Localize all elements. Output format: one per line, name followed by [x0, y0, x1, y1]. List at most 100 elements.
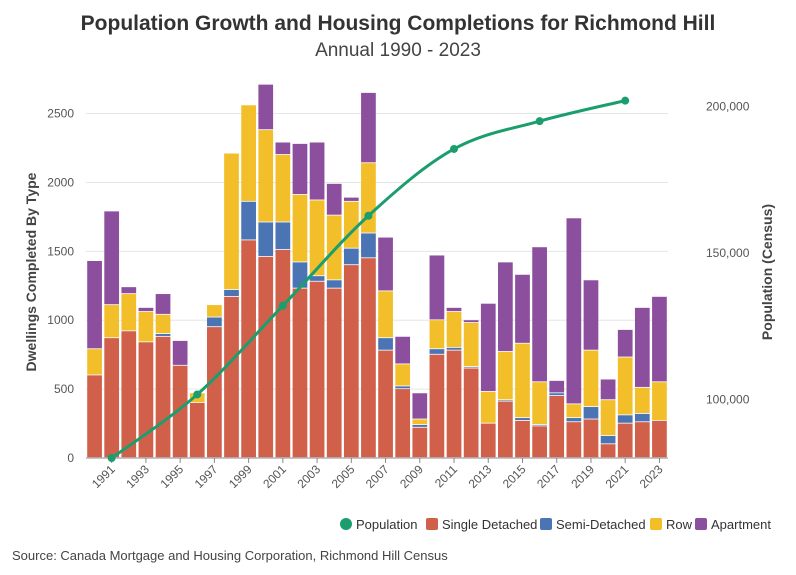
- bar-row: [138, 311, 154, 342]
- bar-semi-detached: [549, 393, 565, 396]
- population-point: [535, 117, 544, 126]
- bar-apartment: [446, 307, 462, 312]
- population-series: [107, 96, 630, 462]
- chart-subtitle: Annual 1990 - 2023: [315, 40, 481, 61]
- bar-apartment: [532, 247, 547, 382]
- bar-semi-detached: [583, 407, 599, 419]
- bar-single-detached: [138, 342, 154, 458]
- x-tick-label: 2021: [603, 462, 632, 491]
- bar-single-detached: [583, 419, 599, 458]
- x-tick-label: 2019: [568, 462, 597, 491]
- bar-apartment: [583, 280, 599, 350]
- y-left-tick-label: 0: [67, 451, 74, 465]
- bar-apartment: [361, 92, 376, 163]
- bar-row: [583, 350, 599, 407]
- y-left-axis-title: Dwellings Completed By Type: [23, 172, 39, 371]
- population-point: [364, 211, 373, 220]
- bar-apartment: [600, 379, 616, 400]
- bars: [87, 84, 667, 458]
- bar-single-detached: [361, 258, 376, 458]
- bar-row: [515, 343, 530, 418]
- bar-single-detached: [600, 444, 616, 458]
- bar-single-detached: [617, 423, 633, 458]
- bar-apartment: [121, 287, 137, 294]
- bar-apartment: [378, 237, 393, 291]
- bar-semi-detached: [241, 201, 256, 240]
- population-point: [450, 144, 459, 153]
- bar-apartment: [617, 329, 633, 357]
- population-point: [278, 301, 287, 310]
- bar-apartment: [172, 340, 188, 365]
- bar-single-detached: [634, 422, 650, 458]
- x-tick-label: 2011: [432, 462, 460, 490]
- bar-row: [652, 382, 667, 420]
- bar-apartment: [429, 255, 445, 320]
- bar-apartment: [155, 294, 171, 314]
- bar-row: [395, 364, 411, 386]
- bar-row: [104, 305, 120, 338]
- bar-semi-detached: [207, 317, 222, 327]
- bar-semi-detached: [617, 415, 633, 423]
- bar-row: [480, 391, 496, 423]
- legend-swatch-semi-detached: [540, 518, 552, 530]
- legend-label-semi-detached: Semi-Detached: [556, 517, 646, 532]
- bar-apartment: [515, 274, 530, 343]
- x-tick-label: 2007: [363, 462, 392, 491]
- bar-single-detached: [446, 350, 462, 458]
- bar-semi-detached: [326, 280, 342, 288]
- bar-semi-detached: [343, 248, 359, 265]
- legend-swatch-apartment: [695, 518, 707, 530]
- legend-label-single-detached: Single Detached: [442, 517, 537, 532]
- y-axis-left: 0 500 1000 1500 2000 2500 Dwellings Completed …: [23, 107, 74, 465]
- x-tick-label: 1999: [226, 462, 255, 491]
- bar-single-detached: [224, 296, 239, 458]
- legend-label-row: Row: [666, 517, 693, 532]
- bar-row: [566, 404, 582, 418]
- bar-semi-detached: [378, 338, 393, 350]
- bar-apartment: [412, 393, 428, 419]
- bar-apartment: [463, 320, 479, 323]
- bar-row: [207, 305, 222, 317]
- bar-single-detached: [395, 389, 411, 458]
- bar-semi-detached: [275, 222, 291, 250]
- x-tick-label: 2009: [397, 462, 426, 491]
- population-point: [621, 96, 630, 105]
- x-tick-label: 2023: [637, 462, 666, 491]
- bar-single-detached: [498, 401, 513, 458]
- bar-single-detached: [309, 281, 325, 458]
- y-left-tick-label: 500: [54, 382, 74, 396]
- bar-single-detached: [532, 426, 547, 458]
- legend: Population Single Detached Semi-Detached Ro…: [340, 517, 771, 532]
- bar-semi-detached: [395, 386, 411, 389]
- bar-single-detached: [652, 420, 667, 458]
- bar-row: [241, 105, 256, 201]
- bar-semi-detached: [532, 424, 547, 426]
- bar-semi-detached: [224, 289, 239, 296]
- bar-semi-detached: [258, 222, 274, 257]
- bar-single-detached: [412, 427, 428, 458]
- bar-single-detached: [566, 422, 582, 458]
- bar-semi-detached: [361, 233, 376, 258]
- x-tick-label: 2005: [329, 462, 358, 491]
- bar-apartment: [292, 143, 308, 195]
- y-right-tick-label: 150,000: [706, 246, 750, 260]
- source-note: Source: Canada Mortgage and Housing Corp…: [12, 548, 448, 563]
- bar-semi-detached: [634, 413, 650, 422]
- bar-row: [258, 130, 274, 222]
- bar-semi-detached: [566, 418, 582, 422]
- x-tick-label: 2017: [534, 462, 563, 491]
- bar-semi-detached: [429, 349, 445, 354]
- bar-row: [532, 382, 547, 425]
- population-point: [107, 454, 116, 462]
- bar-semi-detached: [412, 424, 428, 427]
- bar-apartment: [549, 380, 565, 393]
- bar-semi-detached: [600, 435, 616, 444]
- y-right-tick-label: 100,000: [706, 392, 750, 406]
- chart-title: Population Growth and Housing Completion…: [80, 12, 716, 35]
- y-right-axis-title: Population (Census): [759, 204, 775, 340]
- bar-apartment: [104, 211, 120, 305]
- bar-single-detached: [189, 402, 205, 458]
- bar-single-detached: [207, 327, 222, 458]
- bar-apartment: [566, 218, 582, 404]
